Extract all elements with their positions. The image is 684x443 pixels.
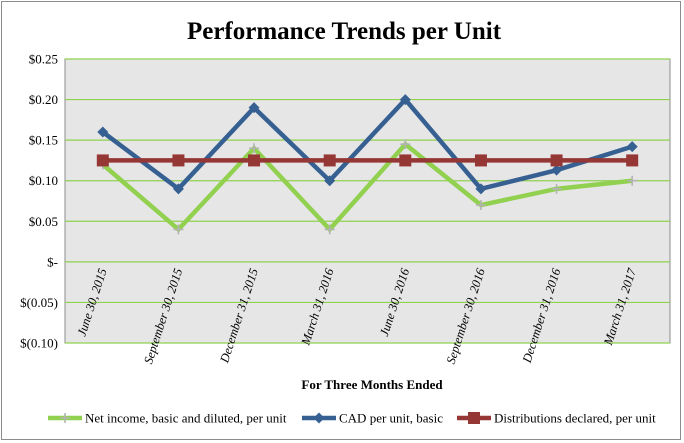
legend: Net income, basic and diluted, per unit C… — [48, 411, 656, 426]
plot-area — [64, 58, 671, 344]
data-point — [60, 413, 70, 423]
data-point — [323, 154, 336, 167]
data-point — [468, 412, 480, 424]
x-axis-label: For Three Months Ended — [301, 377, 443, 392]
y-tick-label: $0.25 — [29, 52, 58, 67]
y-tick-label: $0.05 — [29, 214, 58, 229]
y-tick-label: $- — [47, 254, 58, 269]
legend-label: Distributions declared, per unit — [494, 411, 656, 426]
data-point — [172, 154, 185, 167]
series-square — [96, 154, 639, 167]
data-point — [550, 154, 563, 167]
legend-item: CAD per unit, basic — [302, 411, 443, 426]
data-point — [626, 141, 638, 153]
data-point — [248, 154, 261, 167]
legend-label: Net income, basic and diluted, per unit — [85, 411, 287, 426]
data-point — [399, 94, 411, 106]
y-tick-label: $0.20 — [29, 92, 58, 107]
y-tick-label: $(0.05) — [20, 295, 58, 310]
data-point — [248, 102, 260, 114]
data-point — [173, 224, 184, 235]
y-axis-ticks: $0.25 $0.20 $0.15 $0.10 $0.05 $- $(0.05) $(0.10… — [20, 52, 58, 351]
data-point — [172, 183, 184, 195]
y-tick-label: $(0.10) — [20, 336, 58, 351]
data-point — [551, 183, 562, 194]
data-point — [249, 143, 260, 154]
data-point — [475, 200, 486, 211]
series-line — [101, 96, 633, 192]
data-point — [627, 175, 638, 186]
data-point — [324, 224, 335, 235]
legend-item: Distributions declared, per unit — [457, 411, 656, 426]
data-point — [474, 154, 487, 167]
data-point — [399, 154, 412, 167]
series-line — [101, 141, 633, 233]
legend-item: Net income, basic and diluted, per unit — [48, 411, 287, 426]
data-point — [626, 154, 639, 167]
y-tick-label: $0.15 — [29, 133, 58, 148]
data-point — [324, 175, 336, 187]
data-point — [475, 183, 487, 195]
y-tick-label: $0.10 — [29, 173, 58, 188]
series-layer — [96, 94, 639, 235]
data-point — [313, 412, 325, 424]
data-point — [551, 164, 563, 176]
chart-title: Performance Trends per Unit — [187, 18, 502, 45]
data-point — [96, 154, 109, 167]
data-point — [400, 139, 411, 150]
legend-label: CAD per unit, basic — [339, 411, 443, 426]
